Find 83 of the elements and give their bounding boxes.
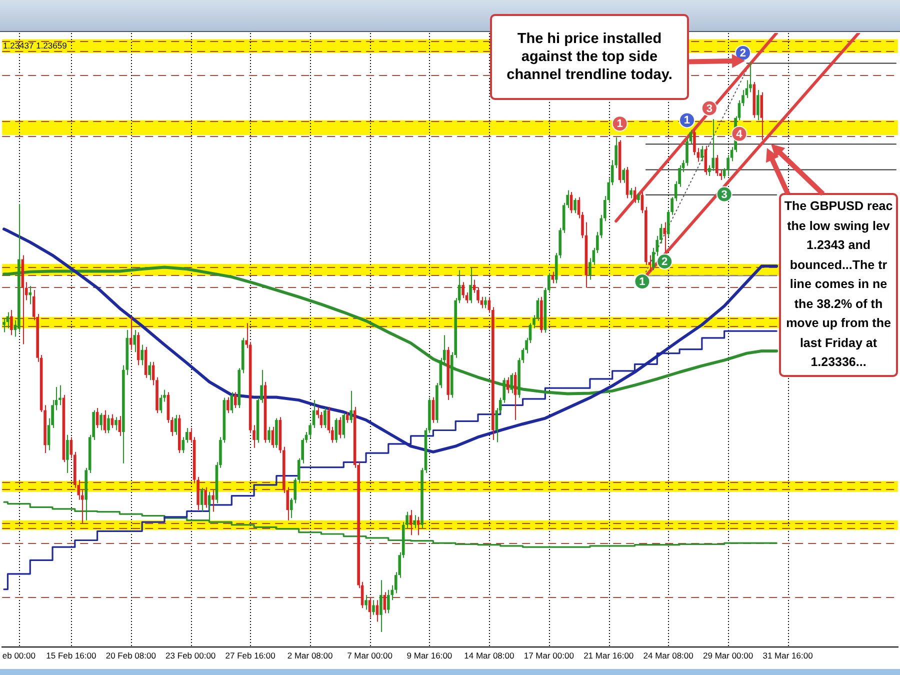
candlestick xyxy=(760,92,764,141)
annotation: The hi price installed against the top side channel trendline today. xyxy=(506,30,672,84)
annotation: 2 xyxy=(662,256,668,268)
candlestick xyxy=(268,426,270,444)
x-tick-label: 17 Mar 00:00 xyxy=(524,650,574,660)
candlestick xyxy=(551,271,554,284)
candlestick xyxy=(383,592,386,614)
candlestick xyxy=(574,198,576,214)
candlestick xyxy=(364,594,368,610)
candlestick xyxy=(514,372,517,420)
annotation: 1 xyxy=(639,276,646,288)
candlestick xyxy=(756,89,760,121)
candlestick xyxy=(484,296,487,309)
candlestick xyxy=(700,145,704,162)
annotation: 1 xyxy=(684,114,690,127)
candlestick xyxy=(376,600,379,622)
x-tick-label: eb 00:00 xyxy=(2,650,36,660)
candlestick xyxy=(10,310,13,336)
candlestick xyxy=(324,408,326,428)
candlestick xyxy=(368,596,372,618)
candlestick xyxy=(234,392,237,409)
x-tick-label: 15 Feb 16:00 xyxy=(46,650,96,660)
x-tick-label: 2 Mar 08:00 xyxy=(287,650,333,660)
candlestick xyxy=(129,316,132,350)
candlestick xyxy=(212,490,214,512)
candlestick xyxy=(387,589,390,614)
candlestick xyxy=(469,267,472,304)
annotation: 4 xyxy=(736,128,744,140)
candlestick xyxy=(663,222,666,252)
candlestick xyxy=(140,344,144,366)
candlestick xyxy=(2,317,6,333)
x-tick-label: 20 Feb 08:00 xyxy=(106,650,156,660)
candlestick xyxy=(28,286,32,305)
candlestick xyxy=(372,600,375,616)
callout-box: The GBPUSD reac the low swing lev 1.2343 and bounced...The tr line comes in ne the 38.2% of th move up from the last Friday at 1.23336... xyxy=(779,193,898,377)
annotation: 1 xyxy=(616,118,623,130)
x-tick-label: 7 Mar 00:00 xyxy=(347,650,393,660)
candlestick xyxy=(114,416,118,431)
candlestick xyxy=(432,396,435,424)
candlestick xyxy=(346,412,349,424)
candlestick xyxy=(630,188,632,199)
candlestick xyxy=(350,390,352,424)
candlestick xyxy=(637,192,640,204)
candlestick xyxy=(133,329,136,353)
x-tick-label: 9 Mar 16:00 xyxy=(406,650,452,660)
x-tick-label: 24 Mar 08:00 xyxy=(643,650,694,660)
candlestick xyxy=(570,192,573,214)
candlestick xyxy=(715,154,718,177)
x-tick-label: 14 Mar 08:00 xyxy=(464,650,514,660)
annotation: 2 xyxy=(740,47,746,60)
candlestick xyxy=(622,168,625,184)
callout-box: The hi price installed against the top side channel trendline today. xyxy=(490,14,689,100)
candlestick xyxy=(693,129,696,156)
candlestick xyxy=(100,412,102,431)
candlestick xyxy=(726,154,730,177)
x-tick-label: 29 Mar 00:00 xyxy=(703,650,754,660)
candlestick xyxy=(103,410,106,434)
candlestick xyxy=(510,372,513,394)
x-tick-label: 31 Mar 16:00 xyxy=(762,650,814,660)
candlestick xyxy=(334,418,338,444)
annotation: 3 xyxy=(706,102,712,115)
candlestick xyxy=(148,361,151,381)
x-tick-label: 27 Feb 16:00 xyxy=(225,650,276,660)
candlestick xyxy=(409,510,412,536)
candlestick xyxy=(230,392,234,414)
annotation: 3 xyxy=(721,188,728,201)
x-tick-label: 21 Mar 16:00 xyxy=(584,650,634,660)
candlestick xyxy=(338,416,342,439)
candlestick xyxy=(462,282,464,299)
candlestick xyxy=(506,376,510,394)
candlestick xyxy=(204,486,207,508)
candlestick xyxy=(118,416,122,436)
candlestick xyxy=(66,434,69,474)
candlestick xyxy=(107,414,110,434)
candlestick xyxy=(342,412,346,439)
x-tick-label: 23 Feb 00:00 xyxy=(166,650,216,660)
candlestick xyxy=(413,514,416,529)
candlestick xyxy=(200,487,204,512)
candlestick xyxy=(226,396,230,414)
candlestick xyxy=(380,580,382,633)
candlestick xyxy=(696,148,700,162)
candlestick xyxy=(208,491,211,521)
text: 1.23437 1.23659 xyxy=(3,40,68,50)
